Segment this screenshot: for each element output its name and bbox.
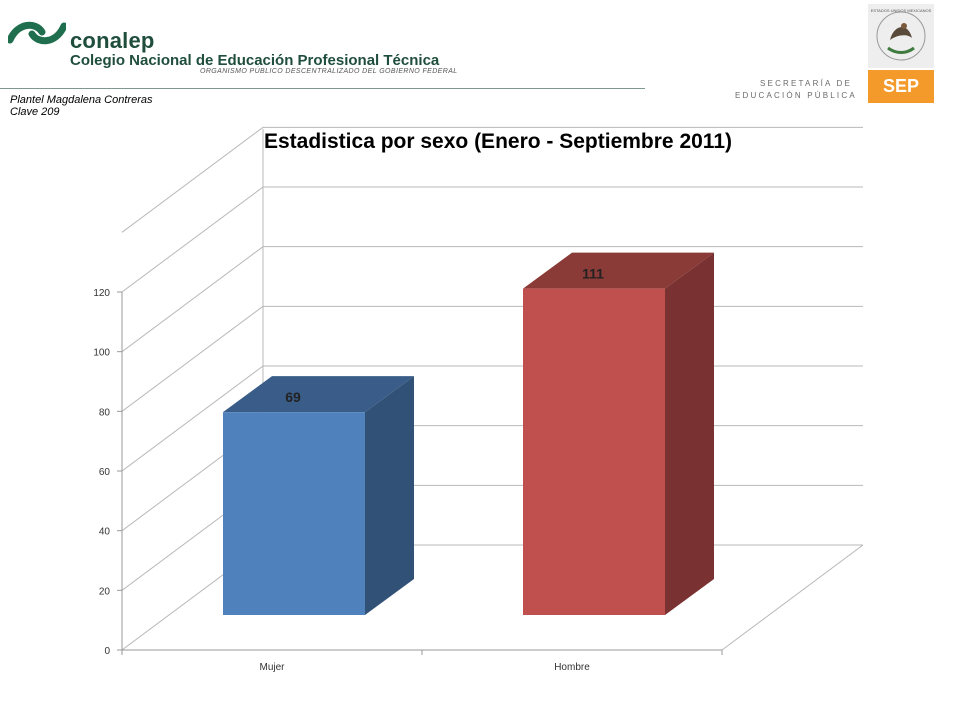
gridline-side: [121, 186, 264, 293]
data-label: 69: [285, 389, 301, 405]
conalep-logo-icon: [8, 21, 66, 45]
y-tick-label: 20: [99, 586, 111, 597]
bar-side: [665, 252, 714, 615]
header-divider: [0, 88, 645, 89]
gridline-side: [121, 305, 264, 412]
gridline-side: [121, 365, 264, 472]
sep-name-line2: EDUCACIÓN PÚBLICA: [735, 91, 857, 100]
sep-logo: SEP: [868, 70, 934, 103]
gridline-side: [121, 126, 264, 233]
seal-text: ESTADOS UNIDOS MEXICANOS: [871, 8, 932, 13]
floor-right-edge: [721, 544, 864, 651]
y-tick-label: 60: [99, 467, 111, 478]
bar-mujer: [223, 412, 365, 615]
bar-top: [523, 252, 714, 289]
mexico-seal-icon: ESTADOS UNIDOS MEXICANOS: [868, 4, 934, 68]
bar-top: [223, 376, 414, 413]
plantel-name: Plantel Magdalena Contreras: [10, 94, 153, 106]
y-tick-label: 0: [104, 646, 110, 657]
data-label: 111: [582, 266, 604, 282]
sep-name-line1: SECRETARÍA DE: [760, 79, 853, 88]
gridline-side: [121, 246, 264, 353]
brand-full-name: Colegio Nacional de Educación Profesiona…: [70, 52, 440, 69]
plantel-info: Plantel Magdalena Contreras Clave 209: [10, 94, 152, 118]
y-tick-label: 40: [99, 527, 111, 538]
x-tick-label: Mujer: [259, 662, 285, 673]
brand-tagline: ORGANISMO PÚBLICO DESCENTRALIZADO DEL GO…: [200, 68, 458, 75]
plantel-clave: Clave 209: [10, 106, 60, 118]
y-tick-label: 100: [93, 348, 110, 359]
chart-title: Estadistica por sexo (Enero - Septiembre…: [263, 130, 732, 153]
brand-name: conalep: [70, 28, 155, 53]
bar-side: [365, 376, 414, 615]
x-tick-label: Hombre: [554, 662, 590, 673]
bar-hombre: [523, 288, 665, 615]
y-tick-label: 120: [93, 288, 110, 299]
y-tick-label: 80: [99, 407, 111, 418]
